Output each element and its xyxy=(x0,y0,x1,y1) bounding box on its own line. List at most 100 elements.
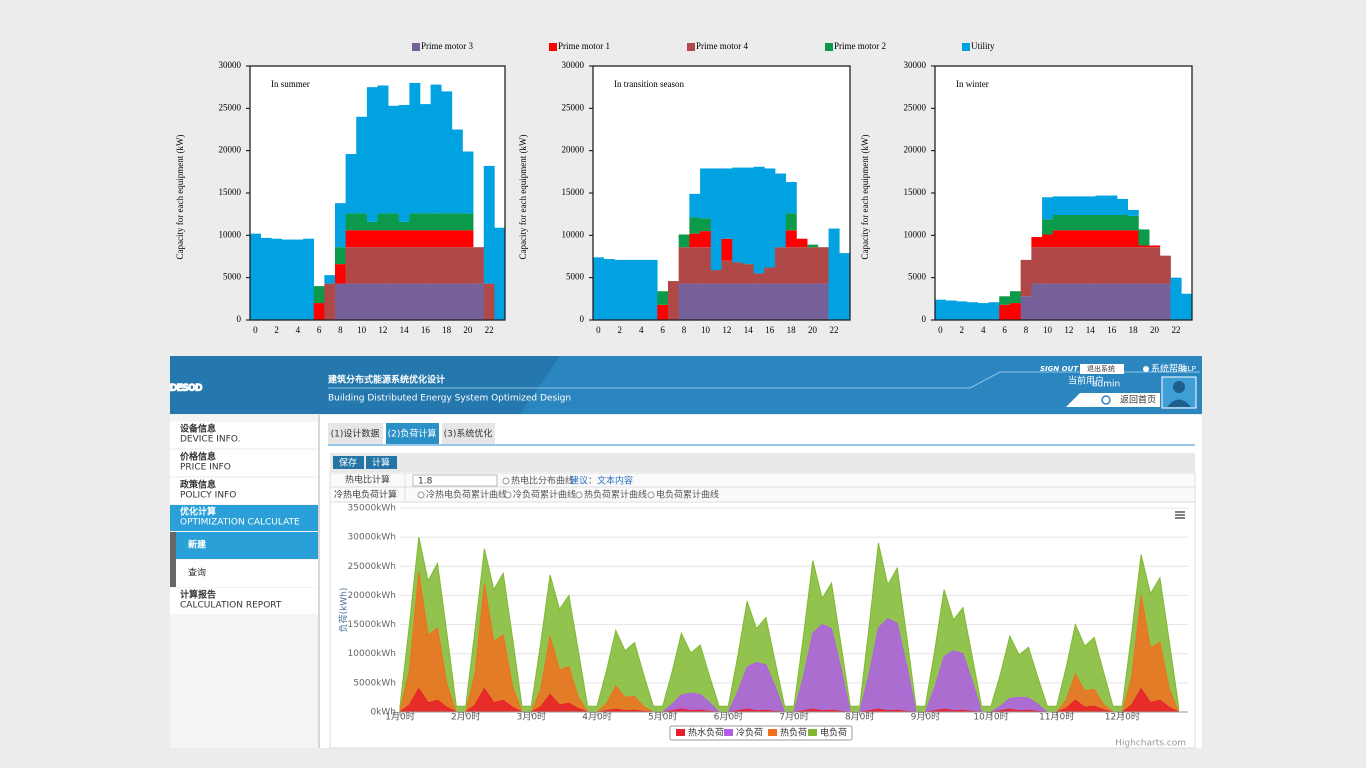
bar-segment xyxy=(473,247,485,284)
bar-segment xyxy=(988,302,1000,320)
menu-item[interactable] xyxy=(170,422,318,448)
menu-cn[interactable]: 计算报告 xyxy=(180,589,216,601)
menu-en[interactable]: CALCULATION REPORT xyxy=(180,601,282,611)
legend-swatch xyxy=(687,43,695,51)
bar-segment xyxy=(409,283,421,320)
bar-segment xyxy=(1052,283,1064,320)
bar-segment xyxy=(1095,195,1107,216)
bar-segment xyxy=(1042,234,1054,248)
exit[interactable]: 退出系统 xyxy=(1087,364,1115,373)
submenu-item[interactable] xyxy=(176,560,318,587)
bar-segment xyxy=(345,213,357,231)
button[interactable] xyxy=(366,456,397,469)
bar-segment xyxy=(678,283,690,320)
bar-segment xyxy=(483,283,495,320)
sign-out[interactable]: SIGN OUT xyxy=(1040,365,1079,373)
exit-tab[interactable] xyxy=(1080,364,1124,374)
help[interactable]: HELP xyxy=(1178,365,1196,373)
y-tick-label: 10000 xyxy=(219,229,242,239)
bar-segment xyxy=(1127,230,1139,248)
radio-label[interactable]: 冷负荷累计曲线 xyxy=(513,489,576,501)
x-tick-label: 6 xyxy=(660,325,665,335)
button-label[interactable]: 保存 xyxy=(339,457,357,469)
suggest[interactable]: 建议：文本内容 xyxy=(570,475,633,487)
radio[interactable] xyxy=(417,491,425,499)
legend-label: 热水负荷 xyxy=(688,727,724,739)
menu-en[interactable]: PRICE INFO xyxy=(180,463,231,473)
plot-border xyxy=(934,65,1193,321)
submenu[interactable]: 查询 xyxy=(188,567,206,579)
radio-label[interactable]: 热负荷累计曲线 xyxy=(584,489,647,501)
toolbar xyxy=(330,453,1195,472)
bar-segment xyxy=(1063,215,1075,231)
y-tick-label: 5000 xyxy=(908,272,927,282)
x-tick-label: 4 xyxy=(981,325,986,335)
bar-segment xyxy=(366,283,378,320)
y-tick-label: 10000 xyxy=(904,229,927,239)
radio-label[interactable]: 电负荷累计曲线 xyxy=(656,489,719,501)
menu-en[interactable]: POLICY INFO xyxy=(180,491,236,501)
bar-segment xyxy=(721,283,733,320)
bar-segment xyxy=(398,283,410,320)
radio[interactable] xyxy=(575,491,583,499)
x-tick-label: 12月0时 xyxy=(1105,711,1140,723)
radio[interactable] xyxy=(504,491,512,499)
user: admin xyxy=(1092,380,1120,390)
menu-item[interactable] xyxy=(170,478,318,504)
x-tick-label: 8 xyxy=(338,325,343,335)
bar-segment xyxy=(689,193,701,218)
menu-en[interactable]: DEVICE INFO. xyxy=(180,435,240,445)
menu-cn[interactable]: 优化计算 xyxy=(180,506,216,518)
menu-cn[interactable]: 价格信息 xyxy=(180,451,216,463)
bar-segment xyxy=(388,283,400,320)
x-tick-label: 6 xyxy=(1002,325,1007,335)
legend-label: Utility xyxy=(971,41,995,51)
submenu[interactable]: 新建 xyxy=(188,539,207,551)
radio[interactable] xyxy=(502,477,510,485)
bar-segment xyxy=(335,283,346,320)
button[interactable] xyxy=(333,456,364,469)
button-label[interactable]: 计算 xyxy=(372,457,390,469)
submenu-item-active[interactable] xyxy=(176,532,318,559)
radio-label[interactable]: 热电比分布曲线 xyxy=(511,475,574,487)
y-tick-label: 25000kWh xyxy=(348,562,396,572)
bar-segment xyxy=(281,239,293,320)
help-cn[interactable]: 系统帮助 xyxy=(1151,363,1187,375)
x-tick-label: 16 xyxy=(1107,325,1117,335)
menu-en[interactable]: OPTIMIZATION CALCULATE xyxy=(180,518,300,528)
radio[interactable] xyxy=(647,491,655,499)
help-icon xyxy=(1143,366,1149,372)
bar-segment xyxy=(817,247,829,284)
x-tick-label: 2 xyxy=(274,325,279,335)
x-tick-label: 12 xyxy=(378,325,387,335)
input-value[interactable]: 1.8 xyxy=(418,477,433,487)
bar-segment xyxy=(420,104,431,214)
tab-label[interactable]: (1)设计数据 xyxy=(331,428,380,440)
menu-cn[interactable]: 设备信息 xyxy=(180,423,216,435)
menu-icon[interactable] xyxy=(1175,511,1185,519)
bar-segment xyxy=(1127,209,1139,216)
x-tick-label: 0 xyxy=(938,325,943,335)
menu-item[interactable] xyxy=(170,450,318,476)
menu-item[interactable] xyxy=(170,588,318,614)
tab[interactable] xyxy=(442,423,495,444)
menu-cn[interactable]: 政策信息 xyxy=(180,479,216,491)
input[interactable] xyxy=(412,474,498,487)
home-tab[interactable] xyxy=(1066,393,1160,407)
bar-segment xyxy=(977,303,989,320)
bar-segment xyxy=(1063,196,1075,216)
tab-label[interactable]: (3)系统优化 xyxy=(444,428,493,440)
bar-segment xyxy=(1074,247,1086,284)
tab[interactable] xyxy=(328,423,383,444)
bar-segment xyxy=(1031,237,1043,248)
bar-segment xyxy=(678,234,690,248)
bar-segment xyxy=(356,230,368,248)
radio-label[interactable]: 冷热电负荷累计曲线 xyxy=(426,489,507,501)
menu-item-active[interactable] xyxy=(170,505,318,531)
home[interactable]: 返回首页 xyxy=(1120,394,1156,406)
bar-segment xyxy=(1084,196,1096,216)
tab-label[interactable]: (2)负荷计算 xyxy=(388,428,437,440)
y-axis-title: 负荷(kWh) xyxy=(338,588,350,633)
tab-active[interactable] xyxy=(386,423,439,444)
